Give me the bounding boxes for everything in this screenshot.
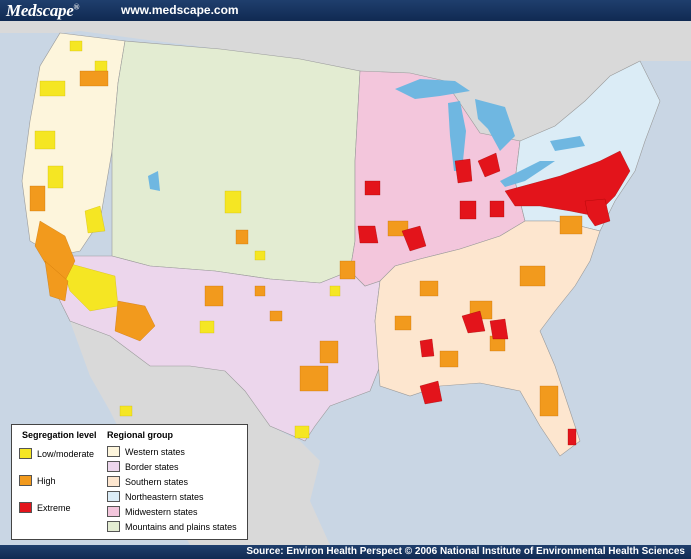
legend-item-western: Western states	[107, 446, 185, 457]
area-extreme-kansas-city	[357, 225, 379, 244]
swatch-border	[107, 461, 120, 472]
area-high-15	[254, 285, 266, 297]
legend-label: High	[37, 475, 56, 486]
legend-label: Border states	[125, 461, 179, 472]
legend-label: Midwestern states	[125, 506, 198, 517]
legend-item-high: High	[19, 475, 56, 486]
area-extreme-chicago	[454, 158, 473, 184]
area-high-14	[269, 310, 283, 322]
area-low-11	[254, 250, 266, 261]
area-low-9	[119, 405, 133, 417]
area-extreme-1	[459, 200, 477, 220]
area-high-13	[394, 315, 412, 331]
area-extreme-4	[567, 428, 577, 446]
area-extreme-atlanta	[489, 318, 509, 340]
area-low-1	[84, 205, 106, 234]
area-high-1	[204, 285, 224, 307]
area-extreme-stlouis	[401, 225, 427, 252]
legend-label: Western states	[125, 446, 185, 457]
site-url-link[interactable]: www.medscape.com	[121, 3, 239, 17]
area-low-7	[224, 190, 242, 214]
legend-item-southern: Southern states	[107, 476, 188, 487]
area-low-8	[199, 320, 215, 334]
lake-ontario	[550, 136, 585, 151]
swatch-midwestern	[107, 506, 120, 517]
brand-name: Medscape	[6, 1, 74, 20]
swatch-low-moderate	[19, 448, 32, 459]
area-low-4	[47, 165, 64, 189]
lake-huron	[475, 99, 515, 151]
source-citation: Source: Environ Health Perspect © 2006 N…	[246, 546, 685, 557]
area-high-8	[419, 280, 439, 297]
extreme-segregation-areas	[357, 150, 631, 446]
great-salt-lake	[148, 171, 160, 191]
legend-label: Low/moderate	[37, 448, 95, 459]
lake-superior	[395, 79, 470, 99]
legend-item-northeastern: Northeastern states	[107, 491, 204, 502]
area-high-phoenix	[114, 300, 156, 342]
footer-bar: Source: Environ Health Perspect © 2006 N…	[0, 545, 691, 559]
area-low-10	[294, 425, 310, 439]
area-extreme-jackson	[419, 338, 435, 358]
legend-item-mountains-plains: Mountains and plains states	[107, 521, 237, 532]
area-high-6	[339, 260, 356, 280]
area-low-12	[329, 285, 341, 297]
area-low-2	[39, 80, 66, 97]
map-legend: Segregation level Regional group Low/mod…	[11, 424, 248, 540]
lake-michigan	[448, 101, 466, 171]
area-high-10	[519, 265, 546, 287]
segregation-map	[0, 21, 691, 545]
swatch-northeastern	[107, 491, 120, 502]
area-extreme-3	[364, 180, 381, 196]
legend-item-midwestern: Midwestern states	[107, 506, 198, 517]
swatch-western	[107, 446, 120, 457]
legend-label: Mountains and plains states	[125, 521, 237, 532]
legend-label: Northeastern states	[125, 491, 204, 502]
low-moderate-segregation-areas	[34, 40, 341, 439]
header-bar: Medscape® www.medscape.com	[0, 0, 691, 21]
high-segregation-areas	[29, 70, 583, 417]
area-high-2	[79, 70, 109, 87]
area-extreme-nj	[584, 198, 611, 227]
legend-item-extreme: Extreme	[19, 502, 71, 513]
region-border-states[interactable]	[49, 255, 381, 442]
area-extreme-2	[489, 200, 505, 218]
swatch-southern	[107, 476, 120, 487]
swatch-mountains-plains	[107, 521, 120, 532]
swatch-extreme	[19, 502, 32, 513]
lake-erie	[500, 161, 555, 187]
area-low-nevada	[59, 260, 119, 312]
legend-item-low-moderate: Low/moderate	[19, 448, 94, 459]
legend-label: Southern states	[125, 476, 189, 487]
area-high-16	[439, 350, 459, 368]
area-high-5	[319, 340, 339, 364]
segregation-level-title: Segregation level	[22, 430, 97, 440]
area-high-4	[299, 365, 329, 392]
area-extreme-detroit	[477, 152, 501, 178]
area-high-18	[235, 229, 249, 245]
legend-label: Extreme	[37, 502, 71, 513]
legend-item-border: Border states	[107, 461, 179, 472]
area-extreme-new-orleans	[419, 380, 443, 405]
swatch-high	[19, 475, 32, 486]
area-extreme-birmingham	[461, 310, 486, 334]
area-low-3	[34, 130, 56, 150]
regional-group-title: Regional group	[107, 430, 173, 440]
area-high-3	[29, 185, 46, 212]
area-high-12	[539, 385, 559, 417]
region-mountains-plains-states[interactable]	[111, 40, 361, 284]
brand-registered-mark: ®	[73, 2, 80, 12]
area-low-5	[69, 40, 83, 52]
medscape-logo[interactable]: Medscape®	[6, 1, 79, 21]
area-high-la	[44, 260, 69, 302]
area-high-11	[559, 215, 583, 235]
canada-land	[0, 21, 691, 141]
